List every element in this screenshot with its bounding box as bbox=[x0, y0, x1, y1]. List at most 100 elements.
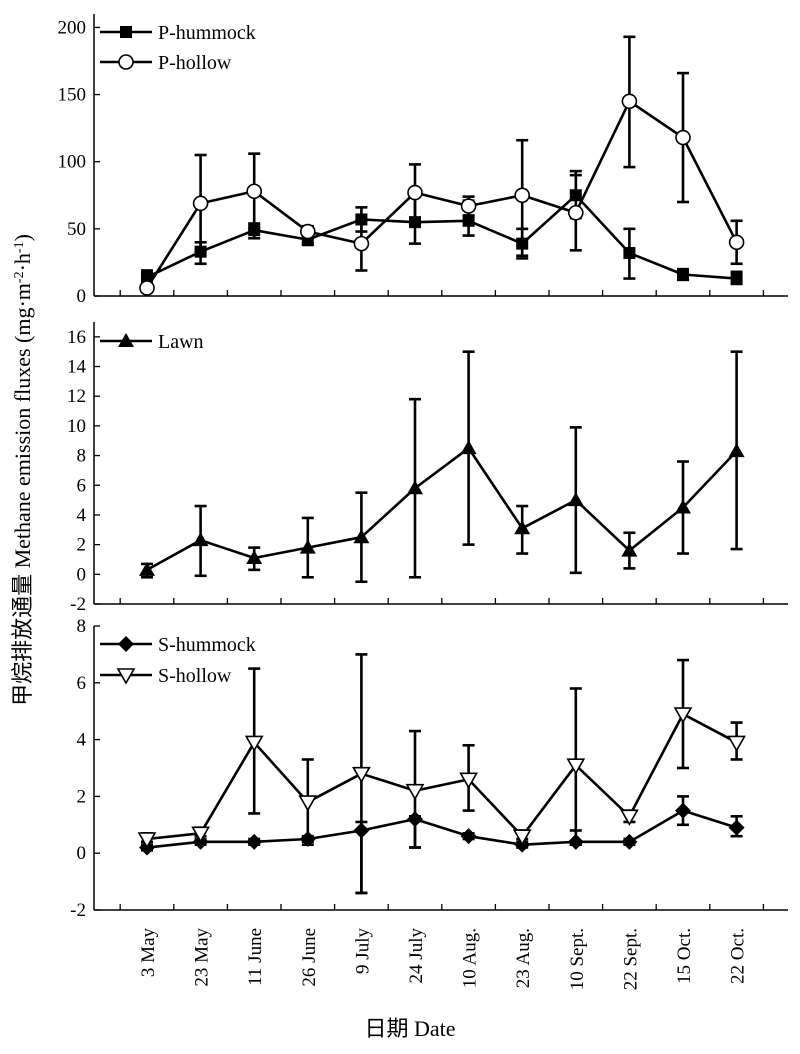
y-tick-label: 0 bbox=[77, 564, 87, 585]
x-axis-title: 日期 Date bbox=[364, 1016, 455, 1041]
y-axis-title-sup2: -1 bbox=[12, 241, 27, 253]
y-tick-label: 6 bbox=[77, 475, 87, 496]
data-point bbox=[567, 492, 584, 507]
data-point bbox=[192, 532, 209, 547]
panel-bottom: -2 0 2 4 6 8 S-hummock S-hollow 3 May 23 May 11 Ju… bbox=[70, 616, 788, 990]
data-point bbox=[246, 183, 262, 200]
data-point bbox=[299, 539, 316, 554]
data-point bbox=[728, 443, 745, 458]
data-point bbox=[566, 758, 586, 775]
series-line bbox=[145, 99, 738, 289]
series-line bbox=[146, 712, 738, 841]
data-point bbox=[730, 272, 743, 285]
panel-top: 0 50 100 150 200 P-hummock P-hollow bbox=[58, 14, 788, 307]
y-tick-label: 8 bbox=[77, 446, 87, 467]
x-tick-label: 23 Aug. bbox=[513, 928, 534, 988]
y-tick-label: 0 bbox=[77, 286, 87, 307]
legend-marker bbox=[118, 333, 134, 347]
y-axis-title-sup1: -2 bbox=[12, 271, 27, 283]
data-point bbox=[728, 234, 745, 251]
y-tick-label: -2 bbox=[70, 594, 86, 615]
legend-label: S-hollow bbox=[158, 665, 232, 687]
y-tick-label: 4 bbox=[77, 730, 87, 751]
series-P-hollow bbox=[139, 35, 745, 296]
y-tick-label: 2 bbox=[77, 786, 87, 807]
y-tick-label: 0 bbox=[77, 843, 87, 864]
legend-entry: P-hollow bbox=[100, 52, 232, 74]
y-tick-label: 10 bbox=[67, 416, 86, 437]
series-Lawn bbox=[139, 350, 745, 584]
y-tick-label: 2 bbox=[77, 535, 87, 556]
data-point bbox=[462, 214, 475, 227]
data-point bbox=[137, 832, 157, 849]
y-tick-label: 4 bbox=[77, 505, 87, 526]
legend-marker bbox=[118, 54, 134, 70]
data-point bbox=[299, 223, 316, 240]
x-tick-label: 22 Oct. bbox=[728, 928, 749, 984]
data-point bbox=[353, 529, 370, 544]
y-axis-title-mid: ·h bbox=[10, 253, 35, 271]
data-point bbox=[675, 129, 691, 146]
y-axis-title: 甲烷排放通量 Methane emission fluxes (mg·m-2·h… bbox=[10, 234, 35, 706]
x-tick-label: 9 July bbox=[352, 928, 373, 974]
data-point bbox=[460, 440, 477, 455]
x-tick-label: 3 May bbox=[138, 928, 159, 978]
data-point bbox=[407, 480, 423, 495]
data-point bbox=[621, 833, 638, 850]
data-point bbox=[460, 828, 477, 845]
y-axis-title-main: 甲烷排放通量 Methane emission fluxes (mg·m bbox=[10, 283, 35, 706]
data-point bbox=[405, 783, 425, 801]
series-line bbox=[146, 809, 737, 849]
legend-marker bbox=[116, 668, 136, 685]
data-point bbox=[352, 766, 371, 784]
x-tick-label: 24 July bbox=[406, 928, 427, 984]
data-point bbox=[621, 542, 638, 557]
y-tick-label: -2 bbox=[70, 900, 86, 921]
chart-panels: 0 50 100 150 200 P-hummock P-hollow -2 0 2 4 6 8 10 12… bbox=[58, 14, 788, 990]
data-point bbox=[728, 819, 745, 836]
y-tick-label: 150 bbox=[58, 85, 87, 106]
data-point bbox=[623, 247, 636, 260]
series-line bbox=[146, 446, 738, 572]
y-tick-label: 100 bbox=[58, 152, 87, 173]
data-point bbox=[139, 280, 155, 296]
x-tick-label: 26 June bbox=[299, 928, 320, 987]
data-point bbox=[727, 735, 746, 753]
data-point bbox=[407, 184, 423, 201]
series-S-hollow bbox=[137, 653, 746, 895]
y-tick-label: 200 bbox=[58, 17, 87, 38]
data-point bbox=[246, 549, 263, 564]
data-point bbox=[675, 499, 691, 514]
data-point bbox=[567, 204, 584, 221]
legend-marker bbox=[118, 636, 134, 652]
legend-label: P-hummock bbox=[158, 22, 256, 44]
series-S-hummock bbox=[139, 795, 745, 895]
y-tick-label: 6 bbox=[77, 673, 87, 694]
data-point bbox=[139, 561, 155, 576]
data-point bbox=[191, 826, 210, 843]
data-point bbox=[192, 195, 209, 212]
y-tick-label: 16 bbox=[67, 327, 86, 348]
legend-entry: Lawn bbox=[100, 331, 204, 353]
y-tick-label: 12 bbox=[67, 386, 86, 407]
legend-marker bbox=[120, 26, 132, 38]
data-point bbox=[514, 187, 531, 204]
series-P-hummock bbox=[141, 169, 743, 287]
data-point bbox=[673, 707, 693, 724]
legend-label: Lawn bbox=[158, 331, 204, 353]
data-point bbox=[512, 829, 532, 846]
x-tick-label: 11 June bbox=[245, 928, 266, 986]
data-point bbox=[459, 772, 478, 789]
data-point bbox=[141, 271, 153, 284]
data-point bbox=[677, 268, 689, 281]
x-tick-label: 10 Aug. bbox=[460, 928, 481, 988]
x-tick-label: 23 May bbox=[192, 928, 213, 987]
legend-entry: S-hollow bbox=[100, 665, 232, 687]
series-line bbox=[146, 193, 737, 280]
data-point bbox=[620, 809, 639, 826]
data-point bbox=[353, 235, 370, 252]
y-tick-label: 8 bbox=[77, 616, 87, 637]
data-point bbox=[248, 224, 261, 237]
data-point bbox=[246, 833, 263, 850]
